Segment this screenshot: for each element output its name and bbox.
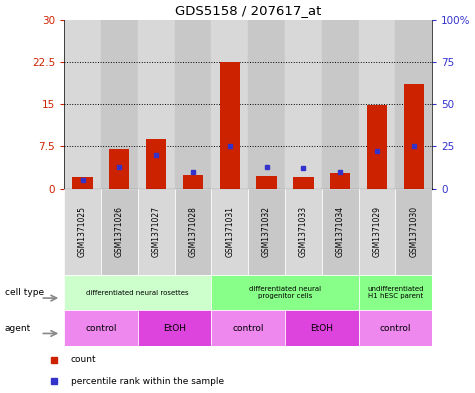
Bar [175, 189, 211, 275]
Text: GSM1371033: GSM1371033 [299, 206, 308, 257]
Text: control: control [232, 324, 264, 332]
Bar [404, 84, 424, 189]
Bar [138, 310, 211, 346]
Bar [359, 275, 432, 310]
Bar [211, 275, 359, 310]
Bar [101, 189, 138, 275]
Text: GSM1371030: GSM1371030 [409, 206, 418, 257]
Bar [322, 20, 359, 189]
Bar [64, 20, 101, 189]
Bar [219, 62, 240, 189]
Bar [359, 20, 395, 189]
Text: GSM1371028: GSM1371028 [189, 206, 198, 257]
Bar [330, 173, 351, 189]
Bar [367, 105, 387, 189]
Bar [211, 310, 285, 346]
Text: GSM1371032: GSM1371032 [262, 206, 271, 257]
Text: agent: agent [5, 324, 31, 332]
Bar [138, 20, 175, 189]
Text: control: control [85, 324, 117, 332]
Text: percentile rank within the sample: percentile rank within the sample [71, 377, 224, 386]
Text: undifferentiated
H1 hESC parent: undifferentiated H1 hESC parent [367, 286, 424, 299]
Bar [285, 20, 322, 189]
Text: GSM1371027: GSM1371027 [152, 206, 161, 257]
Text: GSM1371025: GSM1371025 [78, 206, 87, 257]
Text: cell type: cell type [5, 288, 44, 297]
Bar [64, 189, 101, 275]
Text: EtOH: EtOH [163, 324, 186, 332]
Bar [64, 275, 211, 310]
Bar [285, 189, 322, 275]
Bar [359, 310, 432, 346]
Text: GSM1371034: GSM1371034 [336, 206, 345, 257]
Text: count: count [71, 355, 96, 364]
Bar [395, 20, 432, 189]
Bar [256, 176, 277, 189]
Bar [175, 20, 211, 189]
Text: control: control [380, 324, 411, 332]
Bar [322, 189, 359, 275]
Bar [64, 310, 138, 346]
Bar [359, 189, 395, 275]
Title: GDS5158 / 207617_at: GDS5158 / 207617_at [175, 4, 322, 17]
Bar [248, 189, 285, 275]
Text: GSM1371029: GSM1371029 [372, 206, 381, 257]
Bar [211, 189, 248, 275]
Text: EtOH: EtOH [310, 324, 333, 332]
Bar [248, 20, 285, 189]
Bar [138, 189, 175, 275]
Text: GSM1371031: GSM1371031 [225, 206, 234, 257]
Bar [101, 20, 138, 189]
Bar [395, 189, 432, 275]
Text: GSM1371026: GSM1371026 [115, 206, 124, 257]
Bar [285, 310, 359, 346]
Text: differentiated neural rosettes: differentiated neural rosettes [86, 290, 189, 296]
Bar [293, 177, 314, 189]
Bar [146, 139, 166, 189]
Bar [72, 177, 93, 189]
Bar [183, 174, 203, 189]
Bar [109, 149, 130, 189]
Bar [211, 20, 248, 189]
Text: differentiated neural
progenitor cells: differentiated neural progenitor cells [249, 286, 321, 299]
